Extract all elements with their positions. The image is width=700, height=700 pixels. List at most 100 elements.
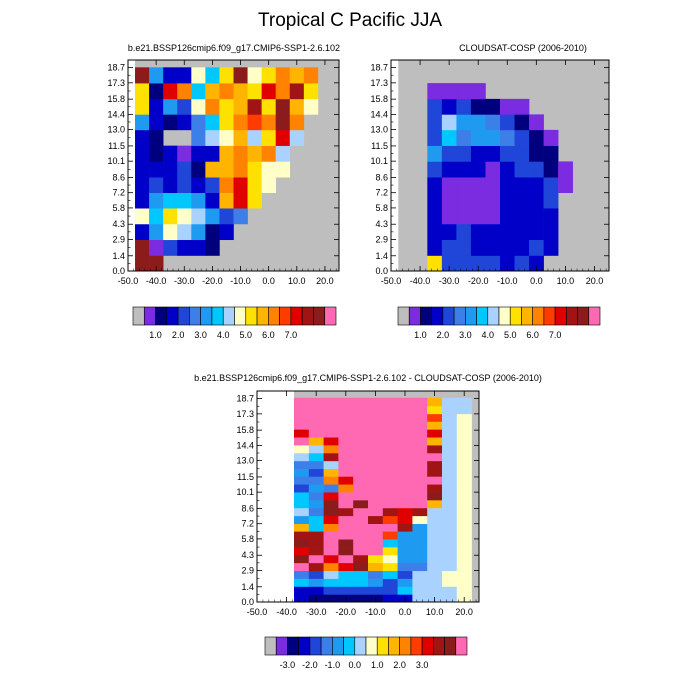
heatmap-cell	[177, 239, 192, 256]
heatmap-cell	[294, 554, 310, 564]
heatmap-cell	[323, 570, 339, 579]
y-tick-label: 2.9	[375, 234, 388, 244]
colorbar-label: 7.0	[285, 330, 298, 340]
heatmap-cell	[191, 145, 206, 162]
heatmap-cell	[294, 570, 310, 579]
heatmap-cell	[543, 161, 559, 178]
heatmap-cell	[470, 114, 486, 131]
heatmap-cell	[485, 177, 501, 193]
heatmap-cell	[294, 421, 310, 430]
y-axis: 0.0 1.4 2.9 4.3 5.8 7.2 8.6 10.1 11.5 13.0 14.4 15.…	[107, 63, 339, 276]
heatmap-cell	[191, 98, 206, 115]
heatmap-cell	[368, 405, 384, 415]
heatmap-cell	[412, 507, 428, 517]
heatmap-cell	[308, 421, 324, 430]
heatmap-cell	[177, 177, 192, 193]
heatmap-cell	[412, 413, 428, 422]
y-tick-label: 5.8	[375, 203, 388, 213]
heatmap-cell	[353, 445, 369, 454]
heatmap-cell	[294, 586, 310, 595]
heatmap-cell	[500, 161, 515, 178]
heatmap-cell	[382, 578, 398, 587]
heatmap-cell	[149, 255, 164, 272]
heatmap-cell	[427, 413, 443, 422]
colorbar-label: 5.0	[240, 330, 253, 340]
heatmap-cell	[368, 460, 384, 470]
heatmap-cell	[191, 223, 206, 241]
x-tick-label: -30.0	[174, 276, 195, 286]
heatmap-cell	[323, 437, 339, 446]
colorbar-box	[376, 636, 389, 656]
heatmap-cell	[441, 192, 457, 209]
heatmap-cell	[427, 476, 443, 485]
heatmap-cell	[233, 114, 248, 131]
heatmap-cell	[289, 83, 305, 100]
y-tick-label: 14.4	[370, 109, 388, 119]
heatmap-cell	[149, 67, 164, 84]
heatmap-cell	[323, 405, 339, 415]
heatmap-cell	[353, 594, 369, 603]
heatmap-cell	[442, 578, 458, 587]
heatmap-cell	[500, 177, 515, 193]
y-tick-label: 10.1	[370, 156, 388, 166]
heatmap-cell	[353, 413, 369, 422]
y-tick-label: 8.6	[375, 172, 388, 182]
y-tick-label: 5.8	[112, 203, 125, 213]
heatmap-cell	[441, 239, 457, 256]
y-axis: 0.0 1.4 2.9 4.3 5.8 7.2 8.6 10.1 11.5 13.0 14.4 15.…	[370, 63, 609, 276]
heatmap-cell	[294, 445, 310, 454]
heatmap-cell	[149, 98, 164, 115]
heatmap-cell	[456, 421, 472, 430]
heatmap-cell	[353, 492, 369, 501]
heatmap-cell	[470, 161, 486, 178]
colorbar-label: 5.0	[504, 330, 517, 340]
heatmap-cell	[135, 83, 150, 100]
heatmap-cell	[456, 554, 472, 564]
x-tick-label: -10.0	[497, 276, 518, 286]
y-tick-label: 4.3	[112, 219, 125, 229]
heatmap-cell	[442, 515, 458, 524]
heatmap-cell	[338, 539, 354, 548]
heatmap-cell	[382, 421, 398, 430]
heatmap-cell	[427, 539, 443, 548]
heatmap-cell	[353, 405, 369, 415]
heatmap-cell	[294, 539, 310, 548]
heatmap-cell	[149, 161, 164, 178]
heatmap-cell	[470, 129, 486, 146]
heatmap-cell	[368, 523, 384, 532]
panel-title: b.e21.BSSP126cmip6.f09_g17.CMIP6-SSP1-2.…	[128, 43, 340, 53]
heatmap-cell	[382, 547, 398, 556]
heatmap-cell	[205, 145, 220, 162]
heatmap-cell	[163, 239, 178, 256]
heatmap-cell	[308, 468, 324, 477]
heatmap-cell	[294, 515, 310, 524]
heatmap-cell	[323, 397, 339, 407]
heatmap-cell	[163, 208, 178, 225]
heatmap-cell	[308, 492, 324, 501]
heatmap-cell	[191, 239, 206, 256]
heatmap-cell	[427, 562, 443, 572]
heatmap-cell	[294, 468, 310, 477]
heatmap-cell	[456, 586, 472, 595]
heatmap-cell	[412, 554, 428, 564]
colorbar-label: 1.0	[414, 330, 427, 340]
heatmap-cell	[368, 429, 384, 438]
heatmap-cell	[308, 437, 324, 446]
heatmap-cell	[233, 192, 248, 209]
y-tick-label: 18.7	[236, 394, 254, 404]
y-tick-label: 15.8	[236, 425, 254, 435]
heatmap-cell	[456, 177, 472, 193]
heatmap-cell	[247, 83, 262, 100]
heatmap-cell	[275, 129, 291, 146]
heatmap-cell	[323, 445, 339, 454]
colorbar-label: 2.0	[172, 330, 185, 340]
heatmap-cell	[456, 539, 472, 548]
heatmap-cell	[135, 98, 150, 115]
heatmap-cell	[397, 586, 413, 595]
heatmap-cell	[294, 413, 310, 422]
colorbar-label: 1.0	[371, 660, 384, 670]
heatmap-cell	[368, 421, 384, 430]
y-tick-label: 17.3	[236, 409, 254, 419]
heatmap-cell	[308, 578, 324, 587]
heatmap-cell	[456, 208, 472, 225]
